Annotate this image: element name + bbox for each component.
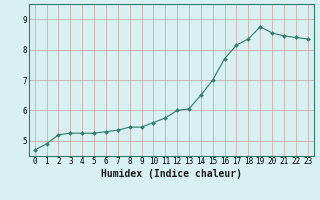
- X-axis label: Humidex (Indice chaleur): Humidex (Indice chaleur): [101, 169, 242, 179]
